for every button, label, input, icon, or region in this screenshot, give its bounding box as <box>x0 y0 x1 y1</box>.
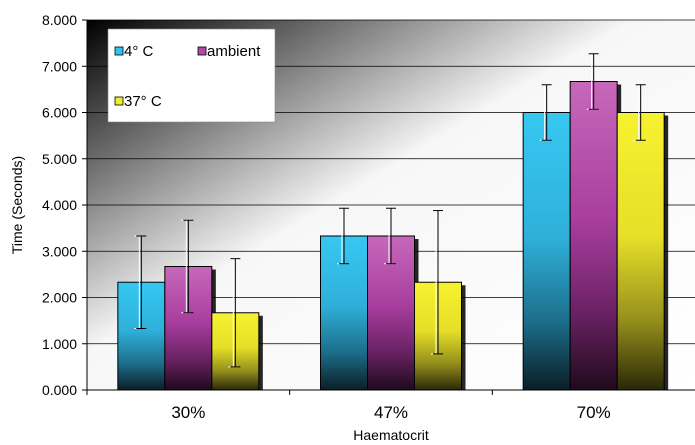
y-tick-label: 7.000 <box>42 58 77 74</box>
legend-box <box>107 28 276 123</box>
legend-swatch-4c <box>114 46 124 56</box>
y-tick-label: 0.000 <box>42 382 77 398</box>
legend-label-ambient: ambient <box>207 43 261 60</box>
legend-label-37c: 37° C <box>124 93 162 110</box>
y-tick-label: 3.000 <box>42 243 77 259</box>
x-axis-ticks: 30% 47% 70% <box>86 390 611 422</box>
legend-label-4c: 4° C <box>124 43 154 60</box>
error-bars <box>134 53 646 368</box>
legend: 4° C ambient 37° C <box>107 28 276 123</box>
y-tick-label: 6.000 <box>42 105 77 121</box>
y-axis-ticks: 0.000 1.000 2.000 3.000 4.000 5.000 6.000 7.000… <box>42 12 87 398</box>
legend-swatch-ambient <box>197 46 207 56</box>
y-tick-label: 1.000 <box>42 336 77 352</box>
bar <box>569 81 618 391</box>
x-axis-title: Haematocrit <box>353 427 429 443</box>
x-tick-label: 47% <box>374 403 408 422</box>
y-tick-label: 8.000 <box>42 12 77 28</box>
bar <box>616 112 665 391</box>
x-tick-label: 70% <box>577 403 611 422</box>
y-tick-label: 4.000 <box>42 197 77 213</box>
x-tick-label: 30% <box>171 403 205 422</box>
bar <box>522 112 571 391</box>
y-tick-label: 2.000 <box>42 290 77 306</box>
legend-swatch-37c <box>114 96 124 106</box>
y-axis-title: Time (Seconds) <box>9 156 25 254</box>
y-tick-label: 5.000 <box>42 151 77 167</box>
